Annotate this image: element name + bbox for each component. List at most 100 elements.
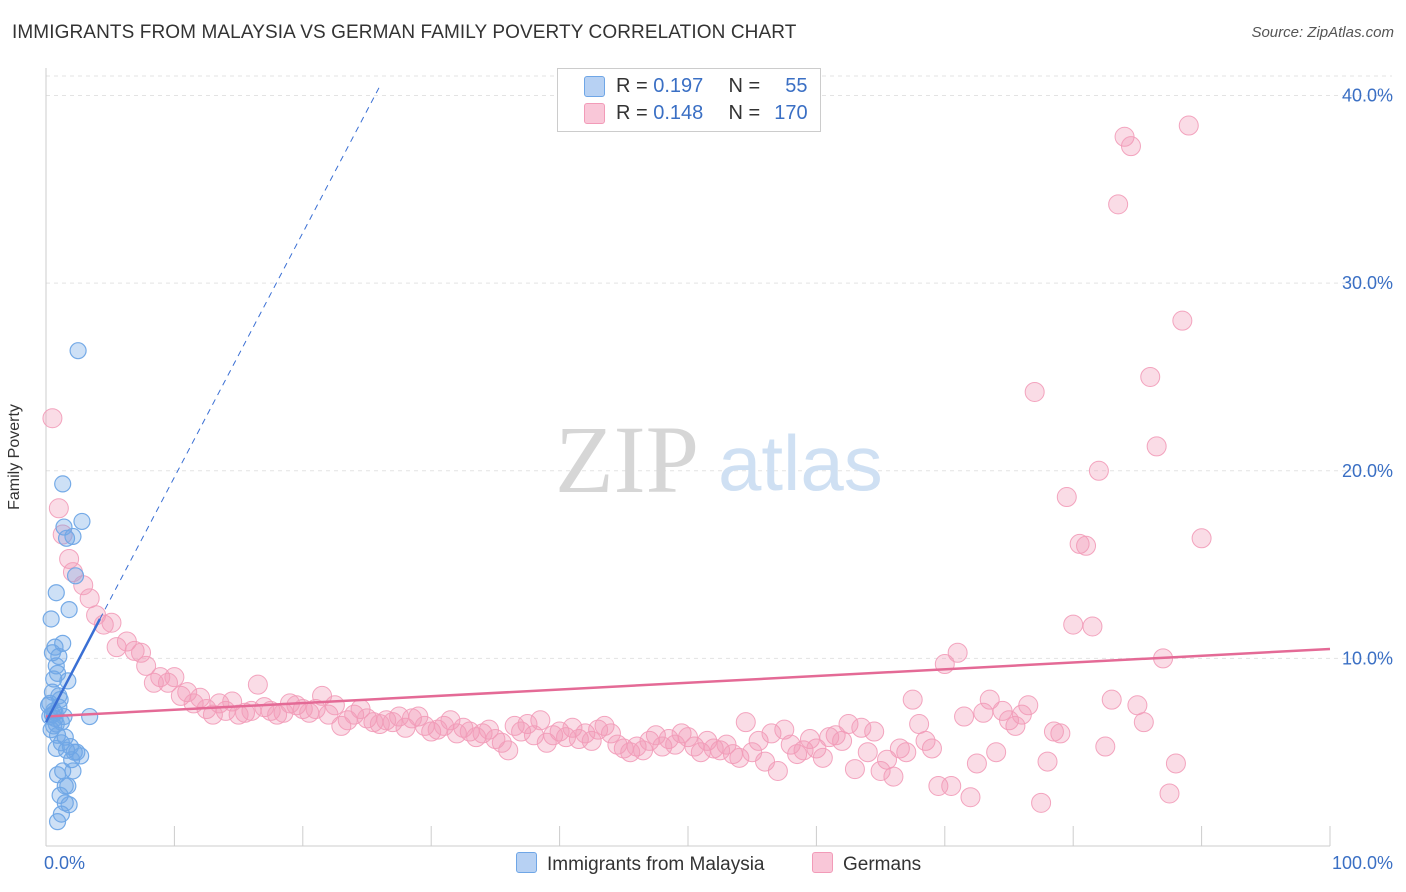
legend-text-germans: R = 0.148 N = 170: [616, 102, 808, 125]
germans-point: [774, 719, 795, 740]
legend-r-value: 0.148: [653, 102, 704, 124]
germans-point: [626, 736, 647, 757]
germans-point: [79, 588, 100, 609]
malaysia-point: [54, 475, 72, 493]
germans-point: [1095, 736, 1116, 757]
germans-point: [344, 704, 365, 725]
germans-point: [101, 612, 122, 633]
germans-point: [562, 717, 583, 738]
germans-point: [324, 695, 345, 716]
malaysia-point: [66, 567, 85, 585]
germans-point: [1050, 723, 1071, 744]
germans-point: [1056, 487, 1077, 508]
correlation-legend: R = 0.197 N = 55 R = 0.148 N = 170: [557, 68, 821, 132]
legend-r-label: R =: [616, 75, 648, 97]
germans-point: [844, 759, 865, 780]
malaysia-point: [48, 813, 67, 831]
series-malaysia-points: [39, 342, 99, 831]
malaysia-point: [64, 762, 82, 780]
series-germans-points: [42, 115, 1212, 813]
germans-point: [472, 723, 493, 744]
germans-point: [620, 742, 641, 763]
y-tick-label: 20.0%: [1342, 461, 1393, 481]
malaysia-point: [60, 600, 78, 619]
germans-point: [761, 723, 782, 744]
germans-point: [600, 723, 621, 744]
germans-point: [247, 674, 268, 695]
germans-point: [588, 719, 609, 740]
germans-point: [581, 730, 602, 751]
germans-point: [1076, 535, 1097, 556]
malaysia-point: [47, 584, 65, 602]
germans-point: [966, 753, 987, 774]
germans-point: [986, 742, 1007, 763]
watermark-zip: ZIP: [555, 406, 699, 513]
germans-point: [517, 714, 538, 735]
germans-point: [286, 695, 307, 716]
germans-point: [710, 740, 731, 761]
grid-lines: [46, 75, 1392, 659]
germans-point: [504, 715, 525, 736]
germans-point: [446, 723, 467, 744]
germans-point: [870, 760, 891, 781]
malaysia-point: [55, 518, 73, 536]
malaysia-trend-line: [44, 618, 102, 723]
trend-lines: [44, 85, 1331, 723]
germans-point: [1108, 194, 1129, 215]
germans-point: [941, 775, 962, 796]
bottom-legend-germans: Germans: [812, 852, 921, 876]
watermark: ZIP atlas: [555, 406, 883, 513]
malaysia-point: [64, 527, 82, 546]
germans-point: [902, 689, 923, 710]
germans-point: [787, 744, 808, 765]
germans-point: [1140, 366, 1161, 387]
germans-point: [131, 642, 152, 663]
legend-swatch-germans: [584, 103, 605, 124]
germans-point: [748, 730, 769, 751]
germans-point: [735, 712, 756, 733]
germans-point: [896, 742, 917, 763]
germans-point: [1101, 689, 1122, 710]
germans-point: [1018, 695, 1039, 716]
germans-point: [1082, 616, 1103, 637]
legend-swatch-malaysia: [584, 76, 605, 97]
legend-text-malaysia: R = 0.197 N = 55: [616, 75, 808, 98]
germans-point: [812, 747, 833, 768]
germans-point: [671, 723, 692, 744]
germans-point: [851, 717, 872, 738]
germans-point: [793, 740, 814, 761]
malaysia-point: [81, 707, 99, 726]
germans-point: [1133, 712, 1154, 733]
tick-labels: 10.0% 20.0% 30.0% 40.0% 0.0% 100.0%: [44, 86, 1393, 873]
germans-point: [1031, 792, 1052, 813]
germans-point: [440, 710, 461, 731]
germans-point: [1191, 528, 1212, 549]
malaysia-point: [54, 634, 72, 652]
source-label: Source: ZipAtlas.com: [1251, 24, 1394, 41]
germans-point: [1178, 115, 1199, 136]
germans-point: [254, 697, 275, 718]
germans-point: [1159, 783, 1180, 804]
germans-point: [767, 760, 788, 781]
germans-point: [331, 715, 352, 736]
germans-point: [530, 710, 551, 731]
germans-point: [909, 714, 930, 735]
germans-point: [305, 699, 326, 720]
germans-point: [177, 682, 198, 703]
legend-r-value: 0.197: [653, 75, 704, 97]
malaysia-trend-extension: [99, 85, 381, 620]
germans-point: [1088, 460, 1109, 481]
germans-point: [999, 710, 1019, 731]
germans-point: [645, 725, 666, 746]
germans-point: [960, 787, 981, 808]
germans-point: [864, 721, 885, 742]
germans-point: [832, 730, 853, 751]
malaysia-point: [50, 647, 68, 666]
germans-point: [883, 766, 904, 787]
germans-point: [568, 729, 589, 750]
malaysia-point: [47, 739, 65, 758]
germans-point: [549, 721, 570, 742]
germans-point: [1127, 695, 1148, 716]
legend-n-value: 55: [785, 75, 808, 97]
